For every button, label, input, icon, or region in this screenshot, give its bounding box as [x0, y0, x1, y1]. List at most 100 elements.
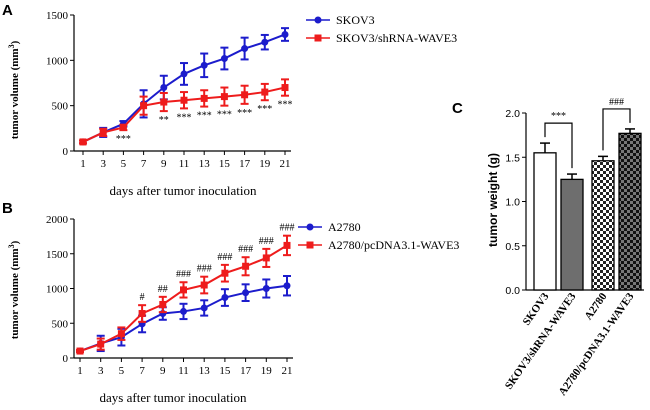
y-tick-label: 2000 — [46, 214, 69, 226]
bar-skov3-shrna-wave3 — [560, 178, 584, 291]
legend-marker-pcdna — [306, 241, 314, 249]
data-point — [117, 330, 125, 338]
y-tick-label: 1.0 — [505, 197, 520, 209]
y-tick-label: 1500 — [46, 10, 69, 22]
legend-label-shrna: SKOV3/shRNA-WAVE3 — [336, 31, 457, 45]
x-tick-label: 15 — [219, 365, 231, 377]
data-point — [200, 61, 208, 69]
legend-marker-shrna — [314, 34, 322, 42]
data-point — [180, 307, 187, 315]
y-axis-label: tumor volume (mm3) — [7, 40, 21, 139]
axes: 0.0 0.5 1.0 1.5 2.0 — [505, 108, 644, 297]
x-tick-label: 11 — [178, 365, 189, 377]
data-point — [241, 91, 249, 99]
y-tick-label: 500 — [52, 101, 69, 113]
significance-label: ### — [176, 269, 191, 280]
data-point — [99, 128, 107, 136]
data-point — [283, 282, 291, 290]
significance-label: *** — [217, 110, 232, 121]
panel-c-bar-chart: C tumor weight (g) 0.0 0.5 1.0 1.5 2.0 SKOV3… — [452, 97, 644, 398]
y-tick-label: 1000 — [46, 284, 69, 296]
y-axis-label: tumor volume (mm3) — [7, 240, 21, 339]
data-point — [221, 269, 229, 277]
data-point — [221, 294, 229, 302]
x-tick-label: 17 — [240, 365, 252, 377]
y-tick-label: 2.0 — [505, 108, 520, 120]
y-tick-label: 0 — [63, 353, 69, 365]
category-label: A2780 — [582, 290, 609, 322]
x-tick-label: 9 — [161, 158, 167, 170]
significance-label: *** — [116, 134, 131, 145]
significance-label: ### — [238, 244, 253, 255]
legend-label-a2780: A2780 — [328, 220, 361, 234]
legend-marker-a2780 — [306, 223, 314, 231]
x-tick-label: 3 — [98, 365, 104, 377]
significance-label: ### — [280, 223, 295, 234]
data-point — [76, 347, 84, 355]
data-point — [261, 88, 269, 96]
data-point — [97, 340, 105, 348]
data-point — [283, 241, 291, 249]
y-tick-label: 0 — [63, 146, 69, 158]
x-tick-label: 21 — [282, 365, 293, 377]
data-point — [160, 98, 168, 106]
significance-label: *** — [278, 100, 293, 111]
x-tick-label: 1 — [77, 365, 83, 377]
legend-label-skov3: SKOV3 — [336, 13, 375, 27]
series-group: ***** *** *** *** *** *** *** — [79, 27, 293, 146]
panel-letter-c: C — [452, 100, 463, 117]
x-axis-label: days after tumor inoculation — [110, 183, 257, 198]
data-point — [180, 286, 187, 294]
y-tick-label: 1000 — [46, 55, 69, 67]
x-tick-label: 17 — [239, 158, 251, 170]
significance-label: *** — [237, 108, 252, 119]
data-point — [281, 84, 289, 92]
bar-a2780 — [591, 160, 615, 291]
significance-label: *** — [551, 111, 566, 122]
x-tick-label: 19 — [259, 158, 271, 170]
panel-letter-a: A — [2, 2, 13, 19]
data-point — [200, 304, 208, 312]
y-tick-label: 1500 — [46, 249, 69, 261]
significance-label: ** — [159, 115, 169, 126]
significance-label: ### — [217, 252, 232, 263]
data-point — [180, 96, 188, 104]
legend-marker-skov3 — [314, 16, 322, 24]
significance-label: # — [140, 292, 145, 303]
y-tick-label: 1.5 — [505, 152, 520, 164]
data-point — [220, 93, 228, 101]
data-point — [200, 94, 208, 102]
panel-letter-b: B — [2, 200, 13, 217]
significance-label: ## — [158, 284, 168, 295]
significance-label: ### — [609, 97, 624, 108]
data-point — [140, 102, 148, 110]
significance-label: *** — [257, 104, 272, 115]
x-tick-label: 21 — [280, 158, 291, 170]
data-point — [242, 289, 250, 297]
x-tick-label: 5 — [121, 158, 127, 170]
significance-label: ### — [259, 236, 274, 247]
legend: SKOV3 SKOV3/shRNA-WAVE3 — [306, 13, 457, 45]
x-tick-label: 13 — [199, 158, 211, 170]
y-tick-label: 0.0 — [505, 285, 520, 297]
data-point — [241, 45, 249, 53]
x-tick-label: 3 — [100, 158, 106, 170]
data-point — [262, 254, 270, 262]
x-tick-label: 13 — [199, 365, 211, 377]
series-group: ##################### — [76, 223, 295, 355]
data-point — [119, 123, 127, 131]
y-tick-label: 0.5 — [505, 241, 520, 253]
data-point — [262, 285, 270, 292]
bar-skov3 — [533, 152, 557, 291]
legend-label-pcdna: A2780/pcDNA3.1-WAVE3 — [328, 238, 459, 252]
y-axis-label: tumor weight (g) — [486, 153, 500, 247]
data-point — [159, 300, 167, 308]
comparison-bracket — [602, 108, 631, 151]
data-point — [200, 281, 208, 289]
x-tick-label: 9 — [160, 365, 166, 377]
